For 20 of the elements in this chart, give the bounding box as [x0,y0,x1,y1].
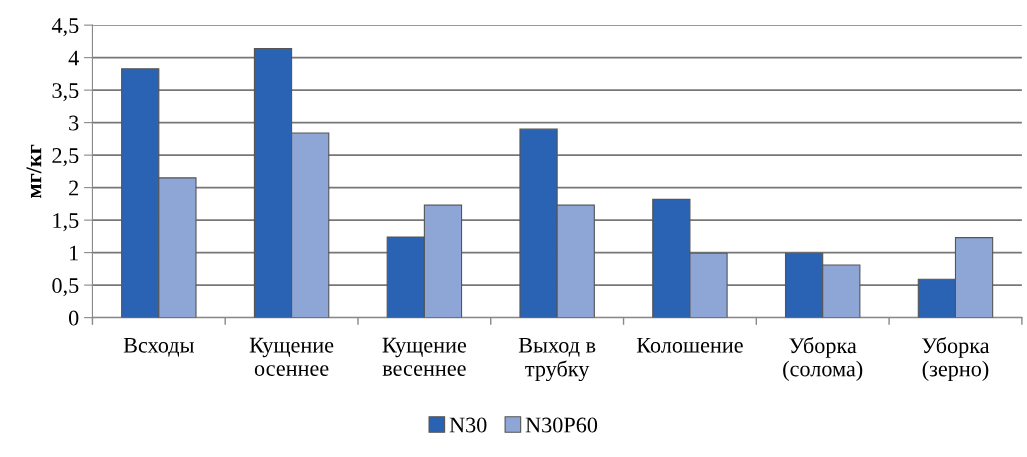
x-tick-label: Кущение осеннее [249,337,334,376]
y-tick-label: 0 [68,310,79,326]
y-tick-label: 2 [69,180,79,196]
y-tick-label: 1 [70,245,78,261]
x-tick-label: Уборка (зерно) [922,337,990,381]
x-tick-label: Уборка (солома) [783,337,863,381]
x-tick-label: Кущение весеннее [382,337,467,376]
y-tick-label: 3 [69,115,79,131]
x-tick-label: Всходы [123,337,194,357]
y-tick-label: 2,5 [52,148,79,167]
y-tick-label: 0,5 [52,278,79,297]
legend-label: N30 [449,417,487,433]
y-tick-label: 4 [68,50,79,66]
legend-label: N30P60 [525,417,598,433]
x-tick-label: Выход в трубку [518,337,596,382]
y-tick-label: 1,5 [53,213,79,232]
y-axis-title: мг/кг [26,144,42,198]
y-tick-label: 4,5 [51,18,79,37]
x-tick-label: Колошение [636,337,743,353]
y-tick-label: 3,5 [52,83,79,102]
